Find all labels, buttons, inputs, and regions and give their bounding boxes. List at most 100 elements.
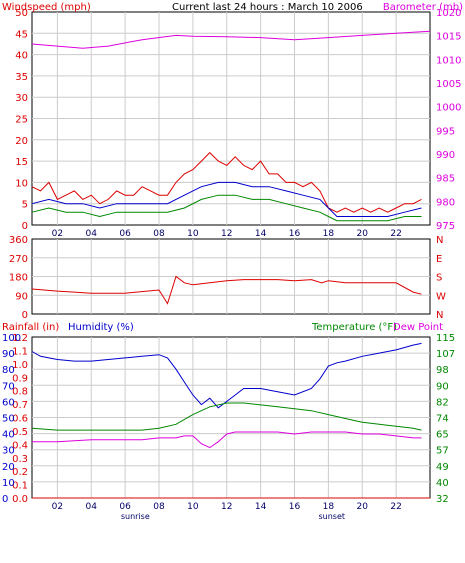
tick-label: E <box>436 254 442 265</box>
tick-label: 1.0 <box>12 360 28 371</box>
tick-label: 15 <box>15 157 28 168</box>
tick-label: 90 <box>436 381 449 392</box>
plot-series <box>31 30 431 222</box>
tick-label: 1015 <box>436 32 461 43</box>
series-temperature-line <box>31 402 422 431</box>
tick-label: 20 <box>357 229 369 239</box>
tick-label: 0.1 <box>12 481 28 492</box>
tick-label: 0 <box>2 494 8 505</box>
tick-label: 08 <box>153 229 165 239</box>
tick-label: 06 <box>119 229 131 239</box>
y-axis-title-left: Windspeed (mph) <box>2 2 91 13</box>
tick-label: 40 <box>15 51 28 62</box>
tick-label: 22 <box>390 502 401 512</box>
tick-label: S <box>436 273 442 284</box>
series-direction-line <box>31 275 422 305</box>
plot-series <box>31 342 430 499</box>
tick-label: 14 <box>255 229 267 239</box>
humidity-temperature-panel: Rainfall (in) Humidity (%) Temperature (… <box>2 322 455 521</box>
left-tick-labels: 0 90 180 270 360 <box>9 235 28 321</box>
tick-label: N <box>436 235 443 246</box>
tick-label: 16 <box>289 502 301 512</box>
gridlines <box>32 239 430 314</box>
y-axis-title-dewpoint: Dew Point <box>393 322 443 333</box>
tick-label: 0.5 <box>12 427 28 438</box>
tick-label: 12 <box>221 229 232 239</box>
tick-label: 35 <box>15 72 28 83</box>
tick-label: 06 <box>119 502 131 512</box>
tick-label: 0.0 <box>12 494 28 505</box>
tick-label: 65 <box>436 430 449 441</box>
series-barometer-line <box>31 30 431 49</box>
tick-label: 100 <box>2 333 21 344</box>
gridlines <box>32 12 430 225</box>
tick-label: 0.4 <box>12 440 28 451</box>
x-tick-labels: 02 04 06 08 10 12 14 16 18 20 22 <box>52 229 402 239</box>
y-axis-title-rain: Rainfall (in) <box>2 322 59 333</box>
tick-label: 12 <box>221 502 232 512</box>
tick-label: 5 <box>22 200 28 211</box>
tick-label: 60 <box>2 397 15 408</box>
tick-label: 49 <box>436 462 449 473</box>
tick-label: 90 <box>2 349 15 360</box>
wind-barometer-panel: Windspeed (mph) Current last 24 hours : … <box>2 2 463 248</box>
tick-label: 70 <box>2 381 15 392</box>
tick-label: 14 <box>255 502 267 512</box>
series-humidity-line <box>31 342 422 409</box>
tick-label: 82 <box>436 397 449 408</box>
tick-label: 40 <box>2 430 15 441</box>
tick-label: 1.2 <box>12 333 28 344</box>
left-tick-labels-rain: 0.0 0.1 0.2 0.3 0.4 0.5 0.6 0.7 0.8 0.9 1.0 1.1 1.2 <box>12 333 28 505</box>
tick-label: 985 <box>436 174 455 185</box>
tick-label: 18 <box>323 502 335 512</box>
tick-label: 0 <box>22 221 28 232</box>
right-tick-labels: 32 40 49 57 65 74 82 90 98 107 115 <box>436 333 455 505</box>
series-wind_avg-line <box>31 181 422 217</box>
tick-label: 02 <box>52 502 63 512</box>
tick-label: 0.7 <box>12 400 28 411</box>
tick-label: 0.6 <box>12 414 28 425</box>
tick-label: 0.3 <box>12 454 28 465</box>
tick-label: 0 <box>22 310 28 321</box>
annotation-sunrise: sunrise <box>121 512 150 521</box>
y-axis-title-temperature: Temperature (°F) <box>311 322 397 333</box>
tick-label: 1005 <box>436 79 461 90</box>
tick-label: 1020 <box>436 8 461 19</box>
tick-label: 20 <box>15 136 28 147</box>
tick-label: 10 <box>187 502 199 512</box>
tick-label: 10 <box>2 478 15 489</box>
tick-label: 270 <box>9 254 28 265</box>
tick-label: 360 <box>9 235 28 246</box>
tick-label: 115 <box>436 333 455 344</box>
tick-label: 16 <box>289 229 301 239</box>
plot-series <box>31 275 422 305</box>
tick-label: 1000 <box>436 103 461 114</box>
left-tick-labels-humidity: 0 10 20 30 40 50 60 70 80 90 100 <box>2 333 21 505</box>
tick-label: 90 <box>15 291 28 302</box>
tick-label: 04 <box>86 229 98 239</box>
tick-label: N <box>436 310 443 321</box>
tick-label: 50 <box>2 414 15 425</box>
tick-label: 107 <box>436 349 455 360</box>
tick-label: 1010 <box>436 55 461 66</box>
tick-label: 0.2 <box>12 467 28 478</box>
tick-label: 98 <box>436 365 449 376</box>
tick-label: 08 <box>153 502 165 512</box>
tick-label: 32 <box>436 494 449 505</box>
tick-label: 18 <box>323 229 335 239</box>
tick-label: 57 <box>436 446 449 457</box>
left-tick-labels: 0 5 10 15 20 25 30 35 40 45 50 <box>15 8 28 232</box>
tick-label: 995 <box>436 126 455 137</box>
tick-label: 50 <box>15 8 28 19</box>
series-dewpoint-line <box>32 431 422 449</box>
tick-label: 20 <box>2 462 15 473</box>
tick-label: 80 <box>2 365 15 376</box>
y-axis-title-right: Barometer (mb) <box>383 2 463 13</box>
tick-label: 0.8 <box>12 387 28 398</box>
tick-label: 02 <box>52 229 63 239</box>
annotation-sunset: sunset <box>318 512 345 521</box>
chart-title: Current last 24 hours : March 10 2006 <box>172 2 363 13</box>
